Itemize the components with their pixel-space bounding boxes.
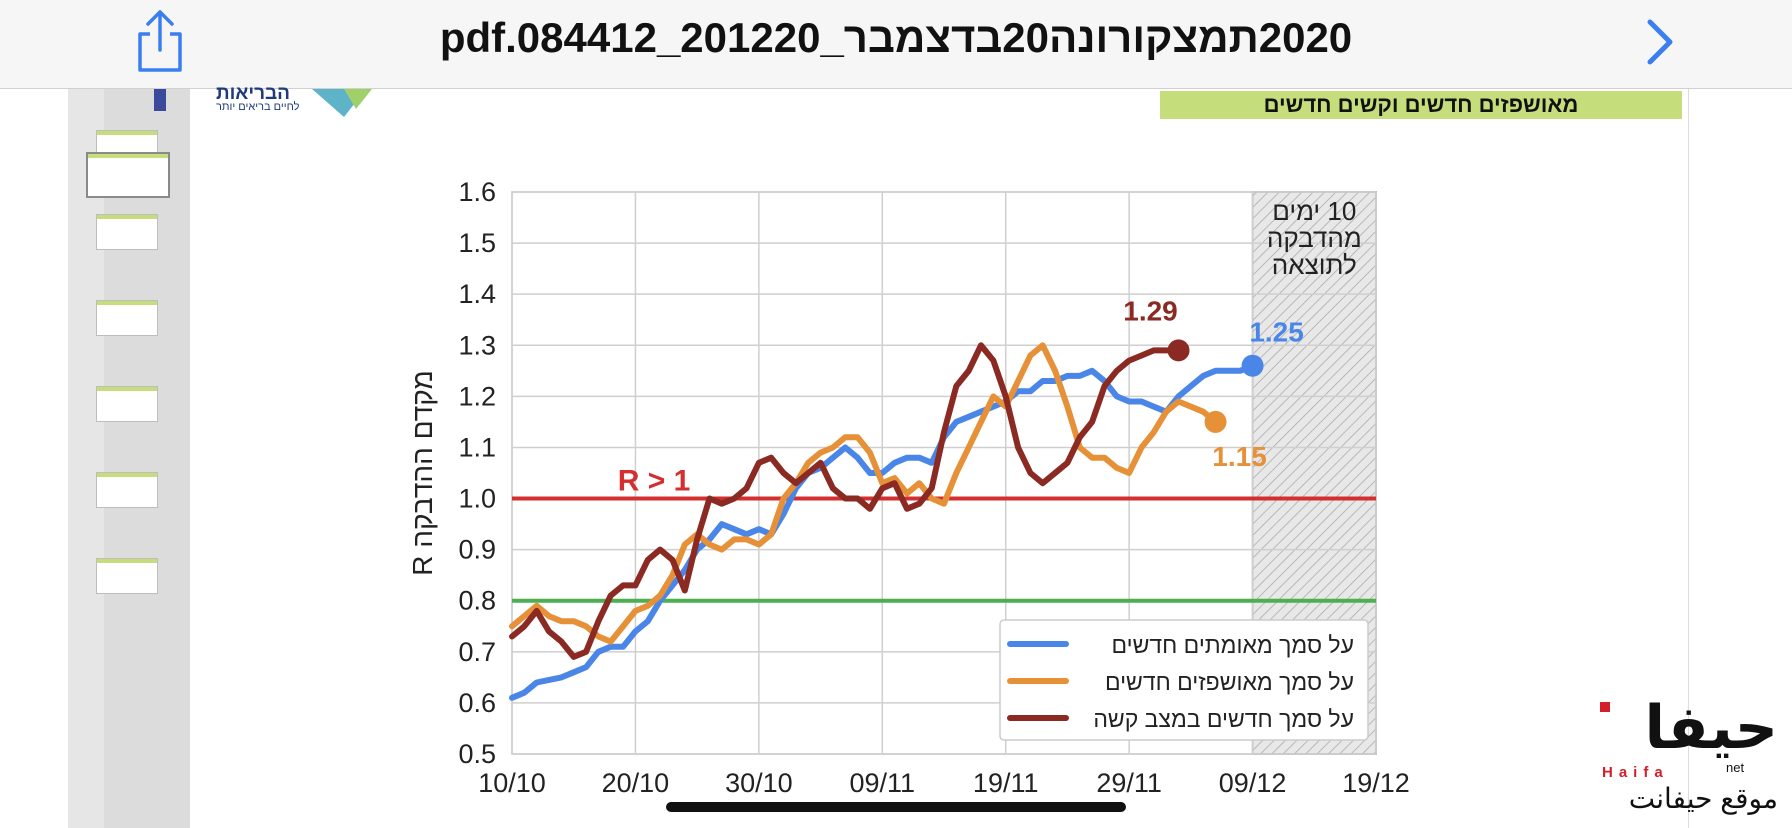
series-endpoint-1 <box>1241 354 1264 377</box>
thumbnail-header <box>97 387 157 391</box>
document-title: 2020תמצקורונה20בדצמבר_201220_084412.pdf <box>439 14 1353 61</box>
y-tick-label: 0.6 <box>458 688 496 718</box>
series-line-3 <box>509 342 1182 660</box>
emblem-icon <box>154 89 166 111</box>
y-tick-label: 1.3 <box>458 330 496 360</box>
y-tick-label: 0.7 <box>458 637 496 667</box>
thumbnail-header <box>97 215 157 219</box>
slide-banner: מאושפזים חדשים וקשים חדשים <box>1160 91 1682 119</box>
series-line-1 <box>509 362 1256 701</box>
legend-label-2: על סמך מאושפזים חדשים <box>1105 669 1354 695</box>
watermark-net: net <box>1726 760 1745 775</box>
share-button[interactable] <box>132 8 188 74</box>
thumbnail-3[interactable] <box>96 214 158 250</box>
y-tick-label: 1.5 <box>458 228 496 258</box>
banner-title: מאושפזים חדשים וקשים חדשים <box>1263 92 1579 117</box>
next-page-button[interactable] <box>1640 14 1680 70</box>
y-tick-label: 0.8 <box>458 586 496 616</box>
page-gutter <box>1688 89 1792 828</box>
x-tick-label: 09/12 <box>1219 768 1287 798</box>
lag-label-line3: לתוצאה <box>1272 250 1357 280</box>
series-end-label: 1.15 <box>1212 441 1267 472</box>
y-tick-label: 0.5 <box>458 739 496 769</box>
x-tick-label: 19/11 <box>973 768 1039 798</box>
thumbnail-header <box>97 559 157 563</box>
watermark-dot <box>1600 702 1610 712</box>
series-end-label: 1.25 <box>1249 317 1304 348</box>
lag-label-line2: מהדבקה <box>1267 223 1362 253</box>
thumbnail-2[interactable] <box>86 152 170 198</box>
logo-name: הבריאות <box>216 83 291 104</box>
series-end-label: 1.29 <box>1123 295 1178 326</box>
watermark-sub: Haifa <box>1602 764 1669 781</box>
series-endpoint-3 <box>1167 339 1190 362</box>
watermark-main: حيفا <box>1644 694 1778 761</box>
y-tick-label: 1.2 <box>458 381 496 411</box>
thumbnail-4[interactable] <box>96 300 158 336</box>
thumbnail-header <box>97 473 157 477</box>
thumbnail-6[interactable] <box>96 472 158 508</box>
x-tick-label: 20/10 <box>602 768 670 798</box>
y-tick-label: 1.4 <box>458 279 496 309</box>
logo-tagline: לחיים בריאים יותר <box>216 101 300 113</box>
lag-label-line1: 10 ימים <box>1272 196 1356 226</box>
series-line-2 <box>509 342 1219 645</box>
y-tick-label: 1.6 <box>458 177 496 207</box>
series-endpoint-2 <box>1204 410 1227 433</box>
sidebar-margin <box>0 89 68 828</box>
top-bar: 2020תמצקורונה20בדצמבר_201220_084412.pdf <box>0 0 1792 89</box>
y-tick-label: 0.9 <box>458 535 496 565</box>
x-tick-label: 29/11 <box>1096 768 1162 798</box>
share-icon <box>138 10 182 72</box>
x-tick-label: 10/10 <box>478 768 546 798</box>
x-tick-label: 19/12 <box>1342 768 1410 798</box>
x-tick-label: 09/11 <box>850 768 916 798</box>
y-tick-label: 1.0 <box>458 484 496 514</box>
thumbnail-header <box>97 301 157 305</box>
reference-label: R > 1 <box>618 465 691 498</box>
thumbnail-header <box>97 131 157 135</box>
haifa-watermark: حيفا Haifa net موقع حيفانت <box>1596 698 1786 818</box>
thumbnail-header <box>88 154 168 158</box>
legend-label-3: על סמך חדשים במצב קשה <box>1093 706 1354 732</box>
x-tick-label: 30/10 <box>725 768 793 798</box>
chevron-right-icon <box>1647 19 1673 65</box>
logo-leaf-icon <box>312 89 372 117</box>
thumbnail-7[interactable] <box>96 558 158 594</box>
y-tick-label: 1.1 <box>458 432 496 462</box>
thumbnail-5[interactable] <box>96 386 158 422</box>
y-axis-label: מקדם ההדבקה R <box>407 370 438 576</box>
ministry-logo: הבריאות לחיים בריאים יותר <box>154 83 376 119</box>
home-indicator[interactable] <box>666 802 1126 812</box>
thumbnail-strip <box>104 89 190 828</box>
legend-box <box>999 619 1369 741</box>
legend-label-1: על סמך מאומתים חדשים <box>1112 632 1355 658</box>
watermark-site: موقع حيفانت <box>1628 783 1778 814</box>
